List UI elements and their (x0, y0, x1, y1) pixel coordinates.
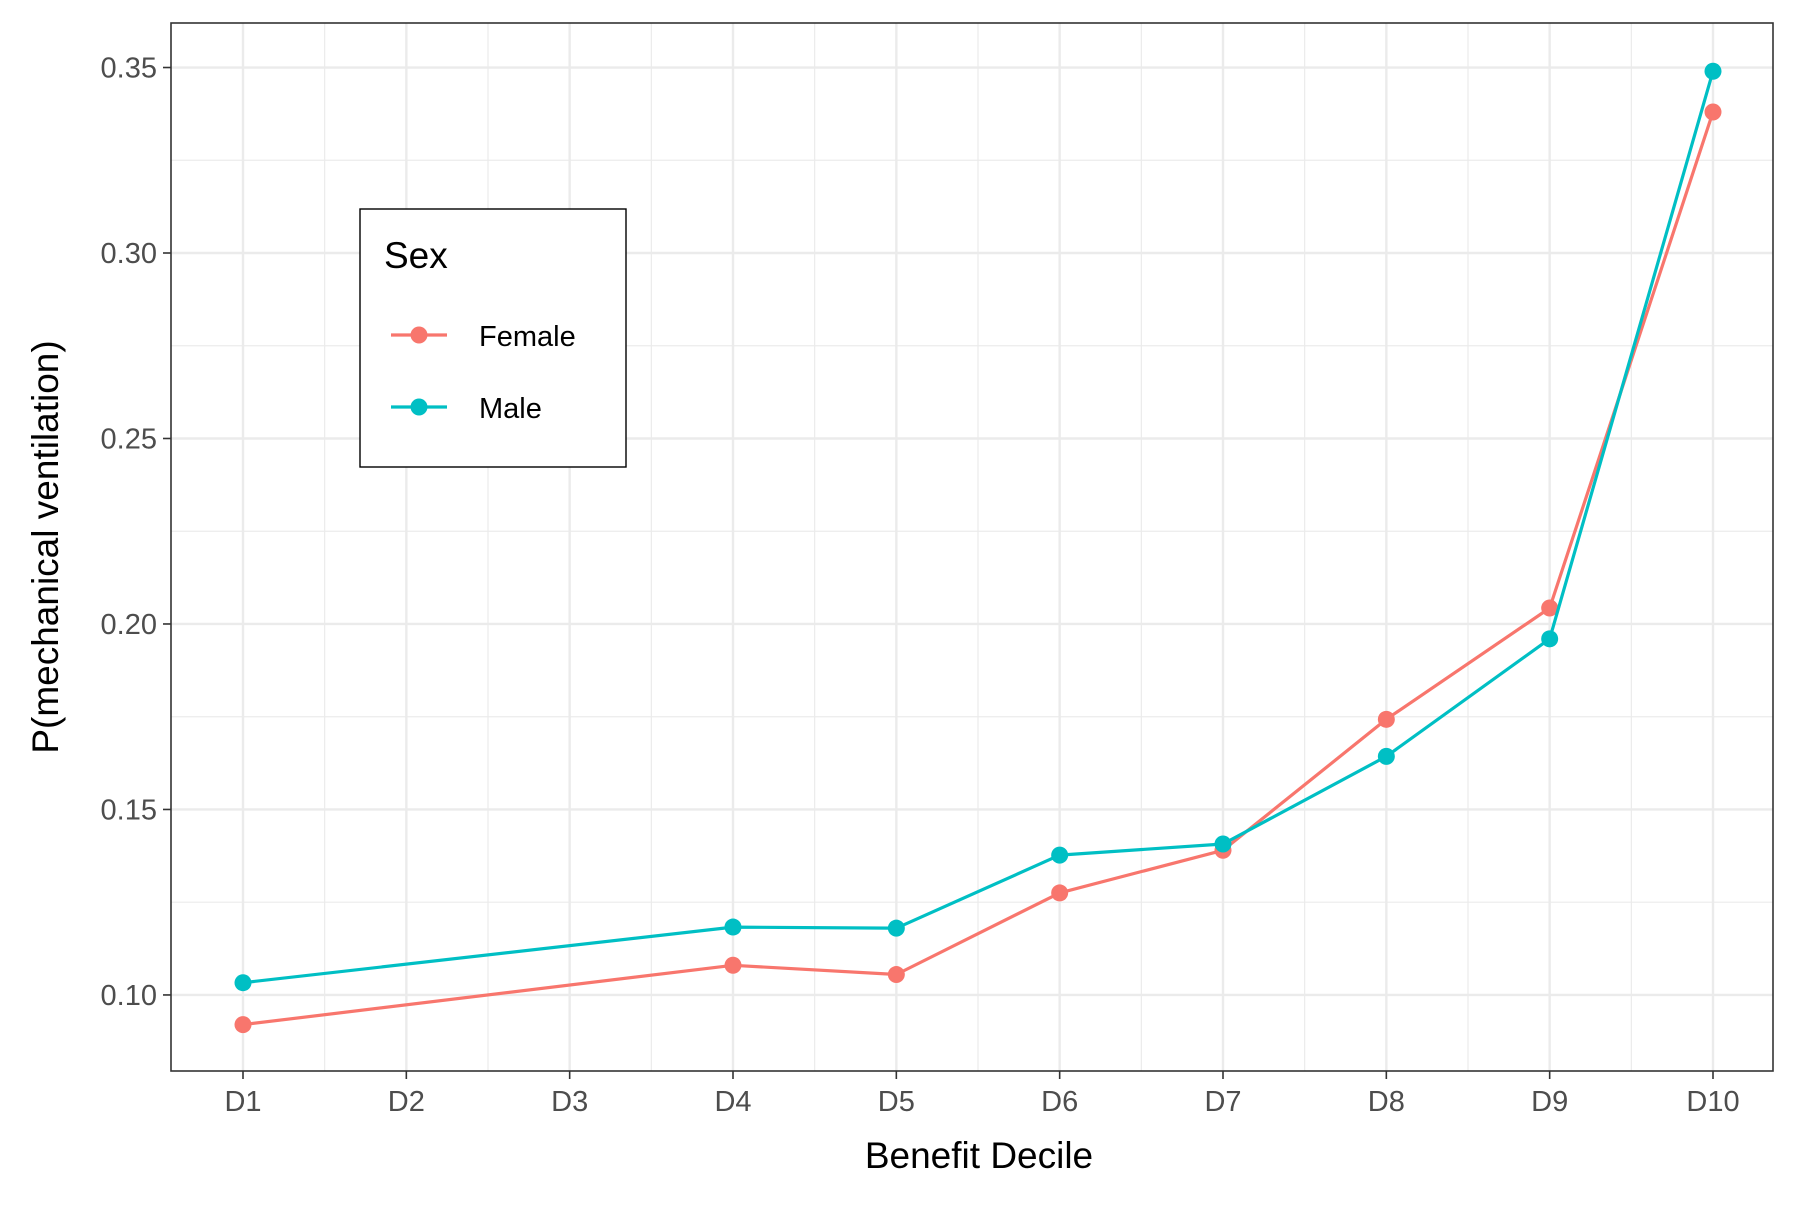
legend-label: Male (479, 393, 542, 425)
y-tick-label: 0.20 (101, 609, 157, 641)
data-point-male (1051, 846, 1069, 864)
data-point-male (1377, 747, 1395, 765)
data-point-female (1541, 599, 1559, 617)
series-line-male (242, 70, 1715, 985)
series-male (234, 62, 1722, 992)
x-tick-label: D10 (1686, 1086, 1739, 1118)
data-point-male (724, 918, 742, 936)
x-tick-label: D4 (714, 1086, 751, 1118)
data-point-female (1704, 103, 1722, 121)
x-tick-label: D7 (1204, 1086, 1241, 1118)
legend-key-point (410, 326, 428, 344)
plot-background (171, 23, 1773, 1071)
data-point-female (1051, 884, 1069, 902)
data-point-female (887, 966, 905, 984)
y-tick-label: 0.35 (101, 53, 157, 85)
data-point-female (234, 1016, 252, 1034)
x-tick-label: D2 (388, 1086, 425, 1118)
data-point-female (724, 956, 742, 974)
data-point-male (887, 919, 905, 937)
y-tick-label: 0.15 (101, 794, 157, 826)
x-tick-label: D3 (551, 1086, 588, 1118)
x-tick-label: D6 (1041, 1086, 1078, 1118)
plot-panel-border (170, 22, 1774, 1072)
data-point-male (1541, 630, 1559, 648)
x-tick-label: D8 (1368, 1086, 1405, 1118)
series-layer (234, 62, 1722, 1034)
data-point-male (1214, 835, 1232, 853)
y-tick-label: 0.30 (101, 238, 157, 270)
legend: Sex Female Male (359, 208, 627, 468)
y-tick-label: 0.10 (101, 980, 157, 1012)
data-point-male (1704, 62, 1722, 80)
legend-label: Female (479, 321, 576, 353)
legend-item-female: Female (391, 321, 576, 353)
x-tick-label: D5 (878, 1086, 915, 1118)
y-tick-label: 0.25 (101, 423, 157, 455)
data-point-female (1377, 710, 1395, 728)
legend-box (359, 208, 627, 468)
x-axis-title: Benefit Decile (865, 1135, 1093, 1176)
legend-item-male: Male (391, 393, 542, 425)
data-point-male (234, 974, 252, 992)
x-axis: D1 D2 D3 D4 D5 D6 D7 D8 D9 D10 (224, 1071, 1740, 1118)
legend-title: Sex (384, 235, 448, 276)
x-tick-label: D1 (224, 1086, 261, 1118)
legend-items: Female Male (391, 321, 576, 425)
minor-gridlines (171, 23, 1773, 1071)
legend-key-point (410, 398, 428, 416)
y-axis-title: P(mechanical ventilation) (25, 340, 66, 753)
series-line-female (242, 111, 1715, 1027)
x-tick-label: D9 (1531, 1086, 1568, 1118)
y-axis: 0.10 0.15 0.20 0.25 0.30 0.35 (101, 53, 171, 1012)
